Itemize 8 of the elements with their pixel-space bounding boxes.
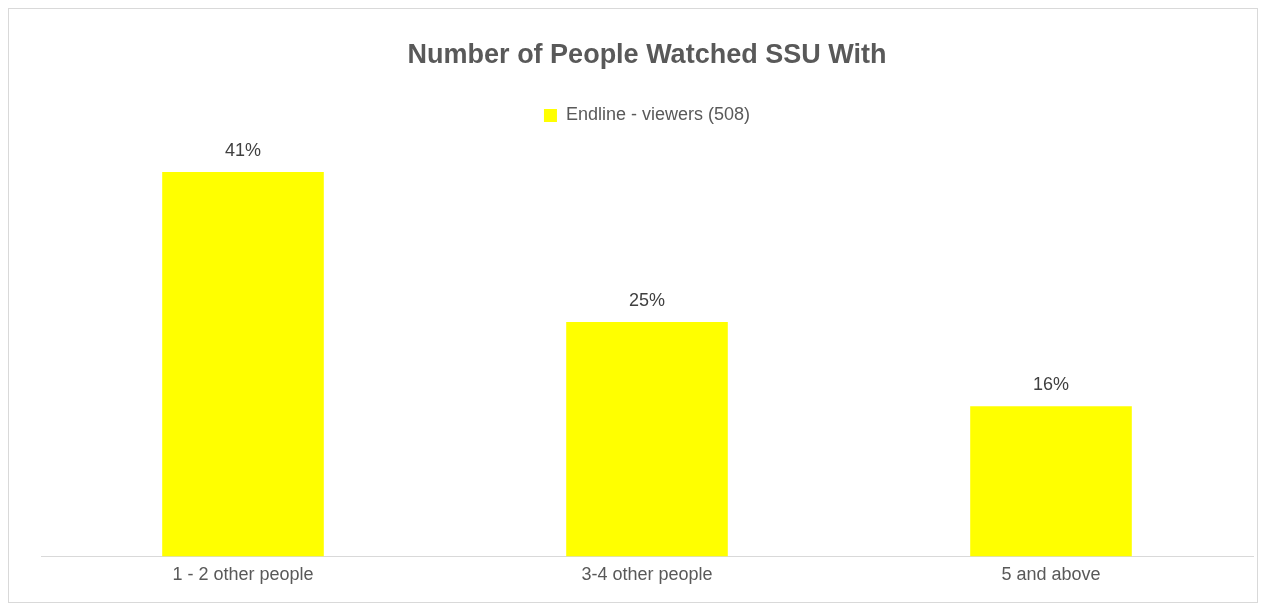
x-tick-label: 5 and above [1001, 564, 1101, 585]
x-tick-label: 1 - 2 other people [172, 564, 314, 585]
legend-label: Endline - viewers (508) [565, 104, 751, 125]
chart-title: Number of People Watched SSU With [407, 38, 887, 69]
data-label: 16% [1032, 374, 1070, 395]
x-tick-label: 3-4 other people [581, 564, 713, 585]
data-label: 41% [224, 139, 262, 160]
data-label: 25% [628, 289, 666, 310]
